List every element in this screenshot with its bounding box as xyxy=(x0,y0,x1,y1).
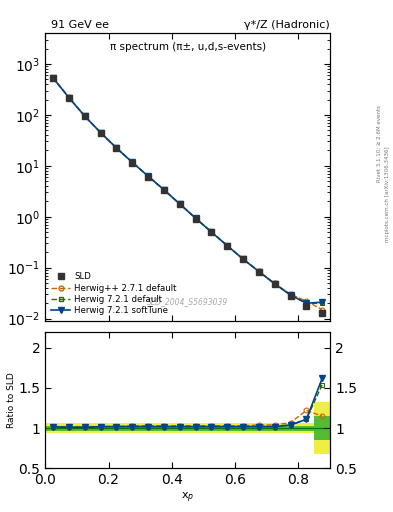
X-axis label: x$_p$: x$_p$ xyxy=(181,490,194,504)
Text: π spectrum (π±, u,d,s-events): π spectrum (π±, u,d,s-events) xyxy=(110,42,266,52)
Text: SLD_2004_S5693039: SLD_2004_S5693039 xyxy=(147,297,228,307)
Y-axis label: Ratio to SLD: Ratio to SLD xyxy=(7,372,16,428)
Text: 91 GeV ee: 91 GeV ee xyxy=(51,19,109,30)
Text: Rivet 3.1.10; ≥ 2.6M events: Rivet 3.1.10; ≥ 2.6M events xyxy=(377,105,382,182)
Text: mcplots.cern.ch [arXiv:1306.3436]: mcplots.cern.ch [arXiv:1306.3436] xyxy=(385,147,389,242)
Legend: SLD, Herwig++ 2.7.1 default, Herwig 7.2.1 default, Herwig 7.2.1 softTune: SLD, Herwig++ 2.7.1 default, Herwig 7.2.… xyxy=(50,271,179,316)
Y-axis label: dN/dx$_p$: dN/dx$_p$ xyxy=(0,157,4,197)
Text: γ*/Z (Hadronic): γ*/Z (Hadronic) xyxy=(244,19,330,30)
